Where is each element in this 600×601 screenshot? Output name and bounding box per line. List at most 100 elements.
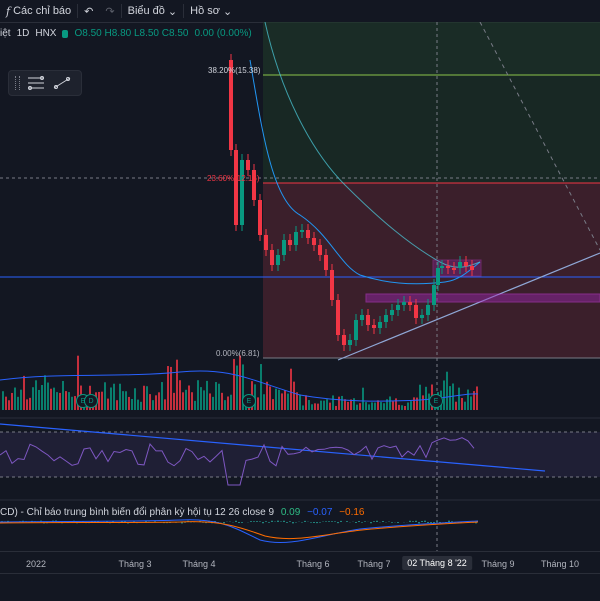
volume-bar bbox=[182, 392, 184, 410]
volume-bar bbox=[314, 403, 316, 410]
volume-bar bbox=[296, 392, 298, 410]
volume-bar bbox=[47, 382, 49, 410]
volume-bar bbox=[143, 385, 145, 410]
volume-bar bbox=[398, 404, 400, 410]
rsi-band bbox=[0, 432, 600, 477]
resistance-box bbox=[365, 293, 600, 303]
exchange-label: HNX bbox=[35, 28, 57, 39]
volume-bar bbox=[8, 400, 10, 410]
volume-bar bbox=[32, 387, 34, 410]
volume-bar bbox=[128, 396, 130, 410]
volume-bar bbox=[332, 395, 334, 410]
undo-icon: ↶ bbox=[84, 5, 94, 18]
time-axis[interactable]: 2022 Tháng 3 Tháng 4 Tháng 6 Tháng 7 02 … bbox=[0, 551, 600, 574]
volume-bar bbox=[425, 386, 427, 410]
candle-body bbox=[264, 235, 268, 250]
volume-bar bbox=[335, 405, 337, 410]
volume-bar bbox=[257, 397, 259, 410]
trendline-tool-button[interactable] bbox=[52, 74, 72, 92]
indicator-icon: f bbox=[6, 4, 11, 18]
volume-bar bbox=[77, 355, 79, 410]
candle-body bbox=[348, 340, 352, 345]
candle-body bbox=[336, 300, 340, 335]
volume-bar bbox=[56, 392, 58, 410]
volume-bar bbox=[203, 390, 205, 410]
volume-bar bbox=[107, 398, 109, 410]
time-tick: Tháng 10 bbox=[540, 559, 580, 569]
volume-bar bbox=[329, 402, 331, 410]
volume-bar bbox=[422, 395, 424, 410]
volume-bar bbox=[161, 382, 163, 410]
volume-bar bbox=[26, 399, 28, 410]
candle-body bbox=[354, 320, 358, 340]
time-tick: Tháng 7 bbox=[357, 559, 391, 569]
volume-bar bbox=[365, 402, 367, 410]
candle-body bbox=[372, 325, 376, 328]
volume-bar bbox=[230, 394, 232, 410]
volume-bar bbox=[218, 383, 220, 410]
redo-button[interactable]: ↷ bbox=[99, 5, 120, 18]
drag-handle-icon[interactable] bbox=[15, 76, 20, 90]
volume-bar bbox=[50, 388, 52, 410]
volume-bar bbox=[206, 380, 208, 410]
volume-bar bbox=[311, 404, 313, 410]
volume-bar bbox=[200, 387, 202, 410]
volume-bar bbox=[170, 366, 172, 410]
volume-bar bbox=[353, 398, 355, 410]
volume-bar bbox=[263, 394, 265, 410]
ohlc-values: O8.50 H8.80 L8.50 C8.50 bbox=[74, 28, 189, 39]
volume-bar bbox=[341, 395, 343, 410]
top-toolbar: f Các chỉ báo ↶ ↷ Biểu đồ ⌄ Hồ sơ ⌄ bbox=[0, 0, 600, 23]
volume-bar bbox=[284, 390, 286, 410]
fib-label-0: 0.00%(6.81) bbox=[216, 349, 260, 358]
chevron-down-icon: ⌄ bbox=[222, 5, 233, 18]
candle-body bbox=[458, 262, 462, 268]
candle-body bbox=[432, 285, 436, 305]
profile-menu-button[interactable]: Hồ sơ ⌄ bbox=[184, 5, 238, 18]
volume-bar bbox=[395, 398, 397, 410]
volume-bar bbox=[404, 405, 406, 410]
volume-bar bbox=[17, 396, 19, 410]
volume-bar bbox=[473, 391, 475, 410]
candle-body bbox=[452, 268, 456, 270]
candle-body bbox=[252, 170, 256, 200]
fib-zone-lower bbox=[263, 183, 600, 358]
volume-bar bbox=[113, 383, 115, 410]
volume-bar bbox=[272, 399, 274, 410]
volume-bar bbox=[260, 364, 262, 410]
volume-bar bbox=[347, 401, 349, 410]
volume-bar bbox=[98, 391, 100, 410]
candle-body bbox=[240, 160, 244, 225]
volume-ma bbox=[0, 370, 479, 402]
event-badge[interactable]: E bbox=[242, 394, 256, 408]
volume-bar bbox=[158, 392, 160, 410]
candle-body bbox=[300, 230, 304, 232]
candle-body bbox=[420, 315, 424, 318]
event-badge[interactable]: D bbox=[84, 394, 98, 408]
volume-bar bbox=[350, 399, 352, 410]
fib-tool-button[interactable] bbox=[26, 74, 46, 92]
indicators-button[interactable]: f Các chỉ báo bbox=[0, 5, 77, 18]
volume-bar bbox=[455, 401, 457, 410]
volume-bar bbox=[155, 395, 157, 410]
symbol-name[interactable]: iệt bbox=[0, 28, 11, 39]
fib-levels-icon bbox=[28, 76, 44, 90]
volume-bar bbox=[290, 368, 292, 410]
undo-button[interactable]: ↶ bbox=[78, 5, 99, 18]
redo-icon: ↷ bbox=[105, 5, 115, 18]
event-badge[interactable]: E bbox=[429, 394, 443, 408]
volume-bar bbox=[185, 389, 187, 410]
ma-line-fast bbox=[249, 59, 481, 285]
volume-bar bbox=[305, 395, 307, 410]
chart-menu-button[interactable]: Biểu đồ ⌄ bbox=[122, 5, 184, 18]
price-chart[interactable] bbox=[0, 22, 600, 551]
volume-bar bbox=[461, 397, 463, 410]
volume-bar bbox=[374, 402, 376, 410]
volume-bar bbox=[308, 400, 310, 410]
volume-bar bbox=[401, 405, 403, 410]
volume-bar bbox=[53, 387, 55, 410]
candle-body bbox=[342, 335, 346, 345]
volume-bar bbox=[344, 399, 346, 410]
volume-bar bbox=[443, 380, 445, 410]
chevron-down-icon: ⌄ bbox=[167, 5, 178, 18]
